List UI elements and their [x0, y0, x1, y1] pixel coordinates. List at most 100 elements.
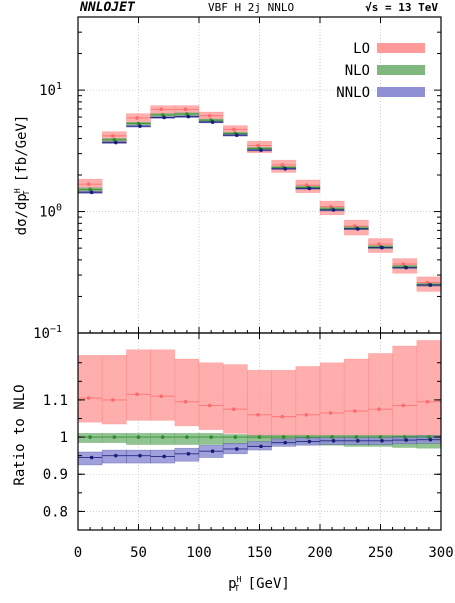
ratio-nnlo-point: [380, 438, 384, 443]
main-lo-point: [377, 242, 381, 246]
ratio-lo-band: [416, 340, 442, 442]
ratio-nnlo-point: [307, 439, 312, 444]
main-y-tick-exponent: −1: [50, 324, 62, 335]
ratio-nnlo-point: [356, 438, 360, 443]
ratio-nnlo-point: [235, 447, 239, 451]
ratio-nnlo-point: [259, 444, 263, 449]
main-y-tick-exponent: 1: [56, 81, 62, 92]
ratio-lo-point: [159, 394, 163, 398]
x-axis-title-unit: [GeV]: [239, 576, 290, 592]
x-tick-label: 250: [368, 545, 393, 561]
ratio-lo-band: [101, 355, 127, 425]
legend-label-lo: LO: [353, 41, 370, 57]
ratio-lo-point: [135, 392, 139, 397]
main-nnlo-point: [331, 208, 336, 212]
ratio-nnlo-point: [331, 438, 336, 443]
ratio-nlo-point: [233, 435, 238, 439]
ratio-bands: [77, 340, 442, 466]
x-axis-title-base: p: [228, 576, 236, 592]
legend-label-nlo: NLO: [345, 63, 370, 79]
ratio-lo-band: [368, 353, 393, 442]
ratio-lo-band: [77, 355, 103, 423]
x-tick-label: 300: [428, 545, 453, 561]
main-frame: [77, 16, 442, 334]
main-nnlo-point: [380, 245, 384, 250]
main-nnlo-point: [186, 114, 191, 119]
ratio-nnlo-point: [210, 449, 215, 454]
x-tick-label: 0: [74, 545, 82, 561]
main-lo-point: [159, 107, 163, 112]
legend-swatch-nlo: [377, 65, 425, 75]
ratio-lo-point: [111, 398, 115, 402]
ratio-lo-point: [401, 403, 406, 408]
ratio-nlo-band: [126, 433, 151, 445]
legend-swatch-nnlo: [377, 87, 425, 97]
ratio-lo-point: [425, 399, 430, 404]
main-nnlo-point: [259, 148, 263, 153]
main-nnlo-point: [307, 186, 312, 191]
ratio-lo-point: [377, 407, 381, 411]
main-lo-point: [256, 143, 260, 148]
ratio-lo-band: [198, 362, 224, 430]
ratio-nlo-point: [160, 435, 165, 439]
ratio-lo-band: [295, 366, 321, 442]
ratio-y-axis-title: Ratio to NLO: [12, 384, 28, 485]
main-lo-point: [111, 134, 115, 138]
ratio-lo-point: [256, 412, 260, 417]
ratio-lo-point: [353, 409, 357, 413]
main-y-axis-title-sup: H: [13, 188, 22, 193]
main-lo-point: [183, 107, 188, 112]
ratio-lo-band: [343, 358, 369, 442]
main-nnlo-point: [404, 265, 409, 270]
ratio-lo-band: [271, 369, 297, 442]
main-nnlo-point: [138, 124, 142, 128]
ratio-nnlo-point: [186, 452, 191, 456]
process-label: VBF H 2j NNLO: [208, 1, 294, 14]
main-nnlo-point: [210, 120, 215, 124]
legend-swatch-lo: [377, 43, 425, 53]
main-nlo-point: [112, 137, 117, 142]
ratio-y-tick-label: 0.8: [43, 504, 68, 520]
ratio-nnlo-point: [162, 454, 166, 459]
main-nnlo-point: [162, 115, 166, 120]
ratio-nlo-point: [330, 435, 334, 439]
x-tick-label: 200: [307, 545, 332, 561]
ratio-nlo-band: [174, 433, 200, 445]
ratio-y-tick-label: 1.1: [43, 393, 68, 409]
main-lo-point: [135, 116, 139, 120]
program-name: NNLOJET: [79, 0, 136, 15]
main-y-axis-title-base: dσ/dp: [14, 193, 30, 235]
x-axis-title-sub: T: [234, 584, 239, 593]
ratio-nlo-point: [112, 435, 117, 439]
ratio-nlo-band: [198, 433, 224, 445]
ratio-ticks: 0 50 100 150 200 250 300 0.8 0.9 1 1.1: [43, 333, 454, 561]
ratio-points: [78, 392, 441, 460]
ratio-nlo-band: [150, 433, 176, 445]
ratio-nnlo-point: [89, 455, 94, 460]
ratio-nlo-point: [354, 435, 359, 439]
main-lo-point: [86, 182, 91, 186]
ratio-frame: [77, 332, 442, 531]
energy-label: √s = 13 TeV: [365, 1, 438, 14]
main-lo-point: [280, 163, 285, 167]
ratio-nnlo-point: [283, 440, 288, 445]
ratio-lo-point: [183, 399, 188, 404]
ratio-lo-point: [328, 411, 333, 415]
main-y-tick-label: 100: [39, 203, 62, 221]
main-y-tick-exponent: 0: [56, 203, 62, 214]
ratio-nlo-point: [185, 435, 189, 439]
ratio-lo-point: [86, 396, 91, 400]
ratio-lo-band: [247, 369, 272, 440]
main-y-tick-label: 101: [39, 81, 62, 99]
x-tick-label: 150: [247, 545, 272, 561]
ratio-lo-band: [150, 349, 176, 421]
ratio-nlo-point: [281, 435, 286, 439]
main-points: [78, 107, 441, 287]
ratio-lo-band: [392, 345, 418, 442]
main-y-axis-title: dσ/dpHT [fb/GeV]: [13, 115, 31, 236]
x-axis-title-sup: H: [237, 575, 242, 584]
main-nnlo-point: [235, 133, 239, 138]
x-tick-label: 100: [186, 545, 211, 561]
ratio-y-tick-label: 1: [60, 430, 68, 446]
x-tick-label: 50: [130, 545, 147, 561]
